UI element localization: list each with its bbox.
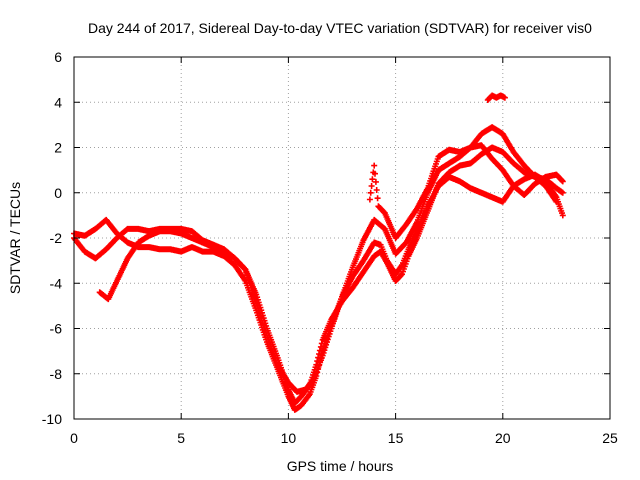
series-1-points [71, 171, 566, 413]
y-tick-label: 0 [54, 185, 62, 201]
chart-title: Day 244 of 2017, Sidereal Day-to-day VTE… [88, 20, 592, 36]
tick-labels: 0 5 10 15 20 25 -10 -8 -6 -4 -2 0 2 4 6 [42, 49, 618, 446]
y-tick-label: -6 [50, 321, 63, 337]
x-tick-label: 20 [495, 430, 511, 446]
y-tick-label: -2 [50, 230, 63, 246]
y-tick-label: 4 [54, 94, 62, 110]
y-tick-label: -8 [50, 366, 63, 382]
x-tick-label: 5 [177, 430, 185, 446]
y-tick-label: 6 [54, 49, 62, 65]
data-points [71, 92, 566, 413]
series-4-markers [484, 92, 508, 103]
x-tick-label: 0 [70, 430, 78, 446]
y-tick-label: -10 [42, 411, 62, 427]
x-tick-label: 10 [281, 430, 297, 446]
series-3-markers [366, 142, 566, 241]
y-axis-label: SDTVAR / TECUs [7, 182, 23, 294]
grid-lines [74, 57, 610, 419]
y-tick-label: 2 [54, 140, 62, 156]
y-tick-label: -4 [50, 275, 63, 291]
series-1-markers [71, 171, 566, 413]
x-tick-label: 25 [602, 430, 618, 446]
x-axis-label: GPS time / hours [287, 458, 394, 474]
series-3-points [366, 142, 566, 241]
series-2-points [96, 124, 560, 395]
series-2-markers [96, 124, 560, 395]
series-4-points [484, 92, 508, 103]
x-tick-label: 15 [388, 430, 404, 446]
